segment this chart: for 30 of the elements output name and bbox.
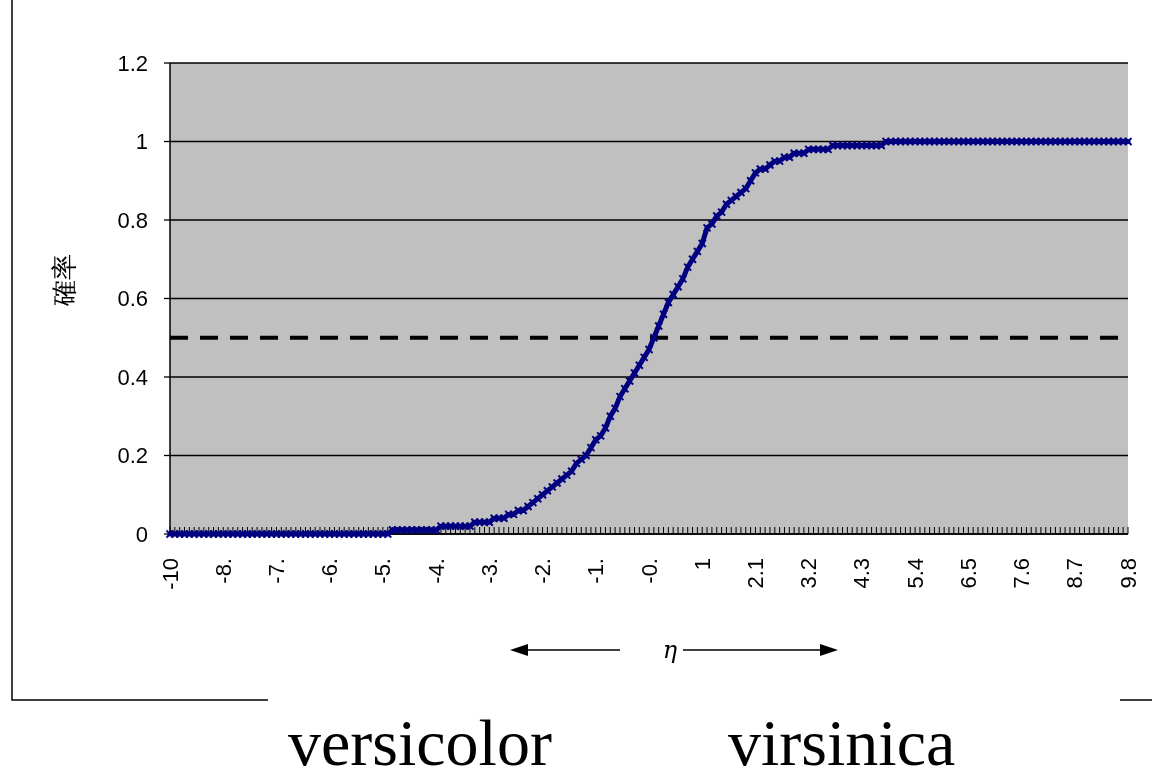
x-tick-label: -3. [476, 558, 502, 584]
text: virsinica [728, 706, 956, 774]
x-tick-label: -10 [157, 558, 183, 590]
x-tick-label: 6.5 [955, 558, 981, 589]
text: versicolor [288, 706, 552, 774]
x-axis-title: η [662, 636, 678, 664]
y-axis-title: 確率 [49, 254, 79, 307]
x-tick-label: -2. [530, 558, 556, 584]
x-tick-label: -0. [636, 558, 662, 584]
y-tick-label: 1.2 [117, 50, 148, 76]
x-tick-label: -5. [370, 558, 396, 584]
y-tick-label: 0.2 [117, 443, 148, 468]
x-tick-label: 2.1 [742, 558, 768, 589]
x-tick-label: -4. [423, 558, 449, 584]
y-tick-label: 0.6 [117, 286, 148, 311]
y-tick-label: 0 [135, 521, 148, 547]
y-tick-label: 0.4 [117, 364, 148, 390]
y-tick-label: 0.8 [117, 207, 148, 233]
x-tick-label: 8.7 [1062, 558, 1088, 589]
x-tick-label: -8. [210, 558, 236, 584]
x-tick-label: -1. [583, 558, 609, 584]
x-tick-label: 5.4 [902, 558, 928, 589]
x-tick-label: 9.8 [1115, 558, 1141, 589]
x-tick-label: -6. [317, 558, 343, 584]
x-tick-label: 1 [689, 558, 715, 571]
x-tick-label: -7. [263, 558, 289, 584]
y-tick-label: 1 [135, 129, 148, 154]
x-tick-label: 4.3 [849, 558, 875, 589]
x-tick-label: 3.2 [796, 558, 822, 589]
x-tick-label: 7.6 [1009, 558, 1035, 589]
